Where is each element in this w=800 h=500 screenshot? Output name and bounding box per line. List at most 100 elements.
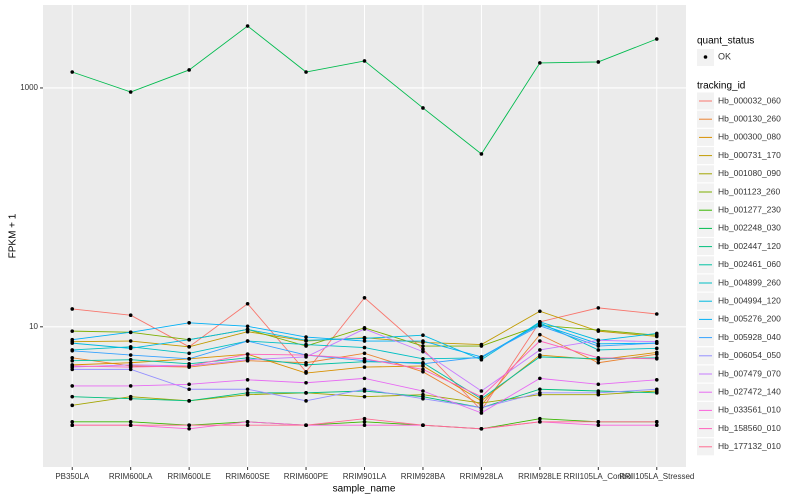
data-point <box>654 331 659 336</box>
legend-label: Hb_177132_010 <box>718 441 781 451</box>
data-point <box>362 387 367 392</box>
data-point <box>128 313 133 318</box>
data-point <box>187 321 191 325</box>
data-point <box>187 356 191 361</box>
data-point <box>304 399 308 403</box>
data-point <box>245 377 250 382</box>
data-point <box>70 356 75 360</box>
data-point <box>596 60 601 64</box>
data-point <box>421 349 425 354</box>
data-point <box>245 420 250 424</box>
data-point <box>596 423 601 427</box>
y-tick-label: 1000 <box>20 83 38 92</box>
data-point <box>245 301 250 306</box>
legend-label: Hb_002248_030 <box>718 223 781 233</box>
data-point <box>538 61 542 65</box>
data-point <box>187 345 191 349</box>
legend-label: Hb_000731_170 <box>718 150 781 160</box>
data-point <box>538 376 542 381</box>
data-point <box>421 389 425 393</box>
data-point <box>304 335 308 339</box>
data-point <box>362 394 367 399</box>
data-point <box>304 342 308 347</box>
data-point <box>245 327 250 332</box>
data-point <box>70 341 75 345</box>
data-point <box>654 350 659 355</box>
data-point <box>245 423 250 427</box>
legend-label: Hb_001080_090 <box>718 168 781 178</box>
data-point <box>362 295 367 300</box>
data-point <box>421 367 425 372</box>
x-tick-label: RRIM928LE <box>518 472 562 481</box>
data-point <box>128 357 133 362</box>
data-point <box>538 355 542 359</box>
legend-point <box>703 55 708 59</box>
data-point <box>362 356 367 361</box>
data-point <box>538 309 542 314</box>
data-point <box>70 348 75 353</box>
x-tick-label: RRIM600LE <box>167 472 211 481</box>
x-tick-label: RRIM600PE <box>284 472 328 481</box>
data-point <box>596 356 601 360</box>
data-point <box>596 360 601 365</box>
legend-label: Hb_002447_120 <box>718 241 781 251</box>
data-point <box>654 391 659 395</box>
data-point <box>187 387 191 392</box>
data-point <box>245 357 250 362</box>
data-point <box>362 345 367 350</box>
x-tick-label: RRIM600LA <box>109 472 153 481</box>
data-point <box>654 377 659 382</box>
data-point <box>70 423 75 427</box>
y-tick-label: 10 <box>29 322 38 331</box>
data-point <box>596 382 601 387</box>
data-point <box>538 387 542 392</box>
data-point <box>596 391 601 395</box>
data-point <box>654 420 659 424</box>
data-point <box>70 337 75 342</box>
legend-label: Hb_005276_200 <box>718 314 781 324</box>
data-point <box>538 332 542 337</box>
legend-label: Hb_001123_260 <box>718 186 781 196</box>
data-point <box>128 396 133 401</box>
legend-label: Hb_000032_060 <box>718 95 781 105</box>
data-point <box>245 24 250 28</box>
data-point <box>538 416 542 421</box>
legend-label: Hb_004899_260 <box>718 277 781 287</box>
data-point <box>479 405 484 410</box>
data-point <box>421 344 425 348</box>
data-point <box>654 387 659 392</box>
data-point <box>421 333 425 338</box>
data-point <box>128 365 133 369</box>
data-point <box>479 426 484 431</box>
data-point <box>362 351 367 356</box>
data-point <box>596 348 601 352</box>
data-point <box>187 337 191 342</box>
legend-label: Hb_005928_040 <box>718 332 781 342</box>
data-point <box>362 336 367 341</box>
data-point <box>362 423 367 427</box>
data-point <box>304 363 308 367</box>
data-point <box>304 423 308 427</box>
data-point <box>362 376 367 381</box>
legend-label: Hb_004994_120 <box>718 295 781 305</box>
data-point <box>70 364 75 368</box>
legend-label: Hb_001277_230 <box>718 204 781 214</box>
x-axis-label: sample_name <box>333 484 396 495</box>
data-point <box>362 365 367 369</box>
data-point <box>70 384 75 388</box>
x-tick-label: RRIM928BA <box>401 472 446 481</box>
data-point <box>128 346 133 351</box>
data-point <box>128 384 133 388</box>
data-point <box>187 426 191 431</box>
data-point <box>70 358 75 363</box>
legend-label: Hb_007479_070 <box>718 368 781 378</box>
data-point <box>654 339 659 344</box>
data-point <box>479 152 484 156</box>
data-point <box>187 423 191 427</box>
data-point <box>304 391 308 395</box>
legend-label: Hb_033561_010 <box>718 405 781 415</box>
x-tick-label: RRIM928LA <box>460 472 504 481</box>
x-tick-label: PB350LA <box>55 472 89 481</box>
data-point <box>128 339 133 343</box>
data-point <box>479 394 484 399</box>
